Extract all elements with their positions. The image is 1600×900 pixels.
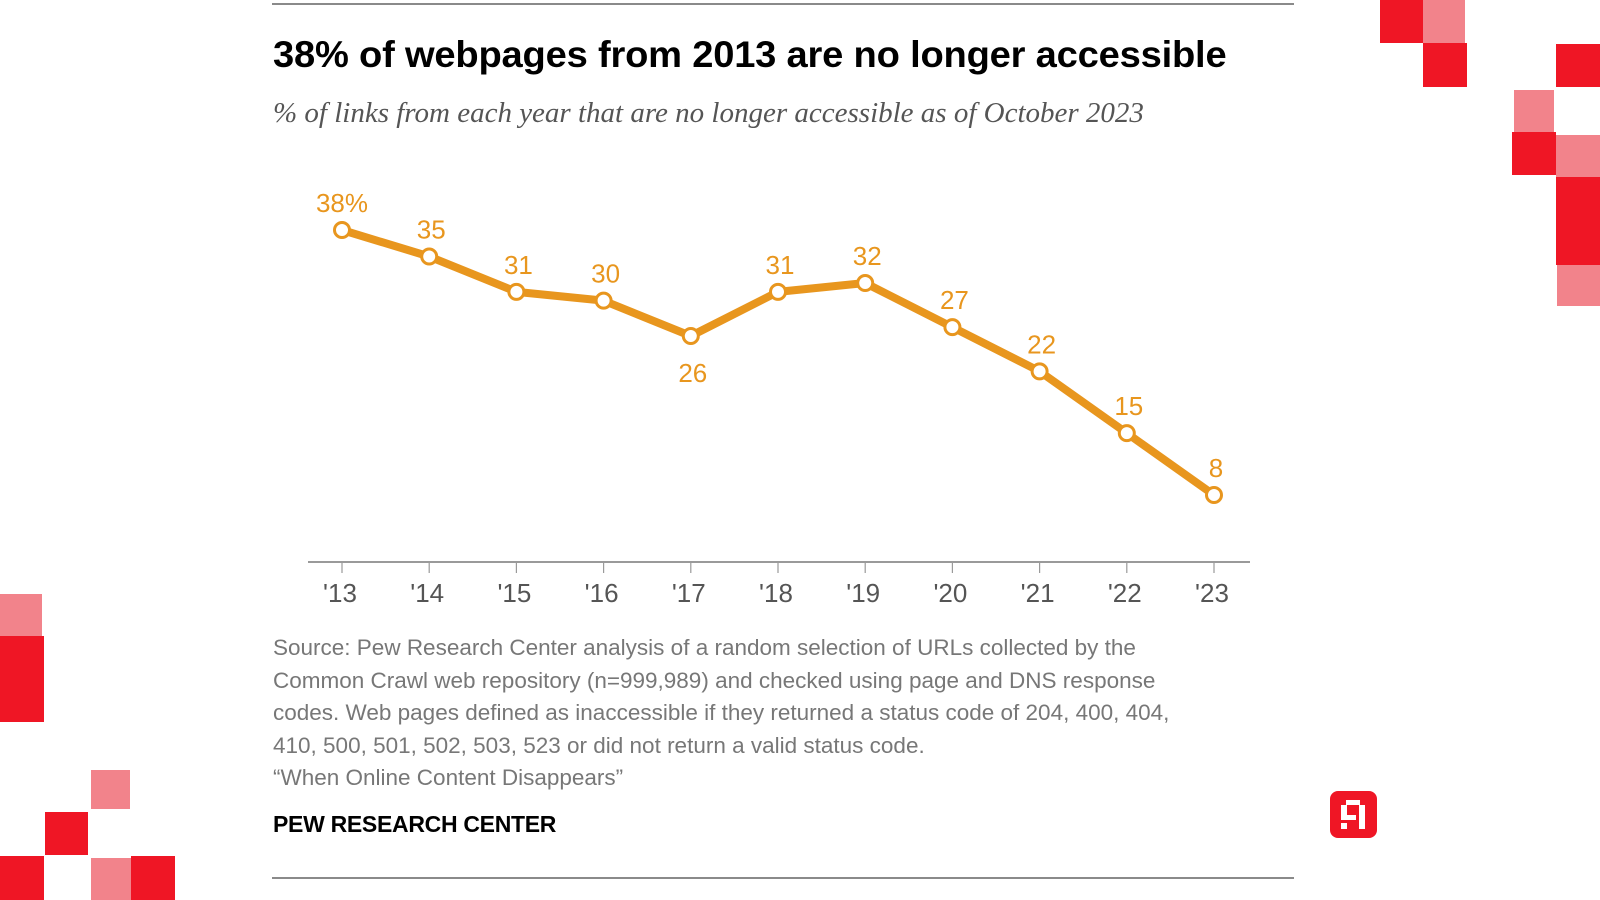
top-rule <box>272 3 1294 5</box>
data-point <box>507 282 526 301</box>
data-point <box>943 318 962 337</box>
data-point <box>594 291 613 310</box>
decor-square <box>1512 132 1556 175</box>
decor-square <box>0 856 44 900</box>
data-label: 27 <box>940 285 969 315</box>
data-label: 35 <box>417 215 446 245</box>
data-label: 15 <box>1114 391 1143 421</box>
x-tick-label: '14 <box>410 578 444 608</box>
data-label: 30 <box>591 259 620 289</box>
decor-square <box>1423 0 1465 43</box>
decor-square <box>131 856 175 900</box>
data-label: 8 <box>1209 453 1223 483</box>
x-tick-label: '23 <box>1195 578 1229 608</box>
bottom-rule <box>272 877 1294 879</box>
decor-square <box>1556 177 1600 265</box>
data-label: 31 <box>766 250 795 280</box>
chart-subtitle: % of links from each year that are no lo… <box>273 97 1144 129</box>
data-point <box>1030 362 1049 381</box>
decor-square <box>1423 43 1467 87</box>
x-tick-label: '16 <box>585 578 619 608</box>
report-title: “When Online Content Disappears” <box>273 765 624 790</box>
data-label: 22 <box>1027 329 1056 359</box>
decor-square <box>0 594 42 636</box>
data-label: 26 <box>678 358 707 388</box>
x-tick-label: '17 <box>672 578 706 608</box>
x-tick-label: '21 <box>1021 578 1055 608</box>
decor-square <box>0 636 44 722</box>
decor-square <box>1556 44 1600 87</box>
decor-square <box>1380 0 1423 43</box>
data-label: 32 <box>853 241 882 271</box>
red-square-logo-icon <box>1330 791 1377 838</box>
decor-square <box>45 812 88 855</box>
data-point <box>333 221 351 239</box>
x-tick-label: '20 <box>933 578 967 608</box>
data-point <box>856 274 875 292</box>
data-point <box>1117 424 1136 443</box>
data-point <box>420 247 439 266</box>
decor-square <box>91 770 130 809</box>
data-point <box>1205 486 1223 504</box>
source-line: Source: Pew Research Center analysis of … <box>273 635 1136 660</box>
decor-square <box>1556 135 1600 177</box>
x-tick-label: '18 <box>759 578 793 608</box>
x-tick-label: '22 <box>1108 578 1142 608</box>
source-note: Source: Pew Research Center analysis of … <box>273 632 1283 795</box>
data-point <box>681 327 700 345</box>
x-tick-label: '19 <box>846 578 880 608</box>
data-point <box>769 282 787 301</box>
decor-square <box>1557 265 1600 306</box>
brand-name: PEW RESEARCH CENTER <box>273 811 557 837</box>
source-line: 410, 500, 501, 502, 503, 523 or did not … <box>273 732 925 758</box>
chart-title: 38% of webpages from 2013 are no longer … <box>273 34 1227 75</box>
data-label: 38% <box>316 188 368 218</box>
x-tick-label: '13 <box>323 578 357 608</box>
source-line: codes. Web pages defined as inaccessible… <box>273 700 1170 725</box>
x-tick-label: '15 <box>497 578 531 608</box>
decor-square <box>91 858 131 900</box>
data-label: 31 <box>504 250 533 280</box>
source-line: Common Crawl web repository (n=999,989) … <box>273 667 1156 693</box>
decor-square <box>1514 90 1554 132</box>
